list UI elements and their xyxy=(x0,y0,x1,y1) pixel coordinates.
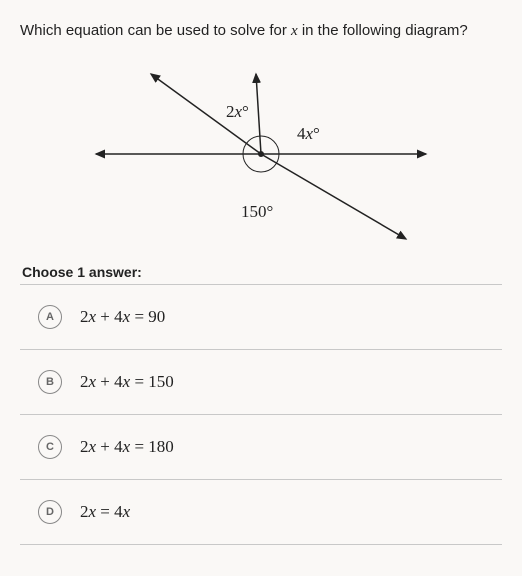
choice-radio-d[interactable]: D xyxy=(38,500,62,524)
choice-radio-c[interactable]: C xyxy=(38,435,62,459)
question-suffix: in the following diagram? xyxy=(298,22,468,39)
angle-label: 4x° xyxy=(297,124,320,144)
choice-text: 2x = 4x xyxy=(80,502,130,522)
choice-c[interactable]: C 2x + 4x = 180 xyxy=(20,414,502,479)
choice-a[interactable]: A 2x + 4x = 90 xyxy=(20,284,502,349)
choice-text: 2x + 4x = 90 xyxy=(80,307,165,327)
choice-b[interactable]: B 2x + 4x = 150 xyxy=(20,349,502,414)
choice-radio-a[interactable]: A xyxy=(38,305,62,329)
angle-label: 2x° xyxy=(226,102,249,122)
choice-d[interactable]: D 2x = 4x xyxy=(20,479,502,545)
question-text: Which equation can be used to solve for … xyxy=(20,20,502,42)
angle-diagram: 2x° 4x° 150° xyxy=(81,54,441,244)
choice-text: 2x + 4x = 150 xyxy=(80,372,174,392)
choice-radio-b[interactable]: B xyxy=(38,370,62,394)
angle-label: 150° xyxy=(241,202,273,222)
question-variable: x xyxy=(291,23,298,39)
choices-list: A 2x + 4x = 90 B 2x + 4x = 150 C 2x + 4x = 18… xyxy=(20,284,502,545)
question-container: Which equation can be used to solve for … xyxy=(0,0,522,545)
question-prefix: Which equation can be used to solve for xyxy=(20,22,291,39)
choice-text: 2x + 4x = 180 xyxy=(80,437,174,457)
choose-label: Choose 1 answer: xyxy=(20,264,502,280)
